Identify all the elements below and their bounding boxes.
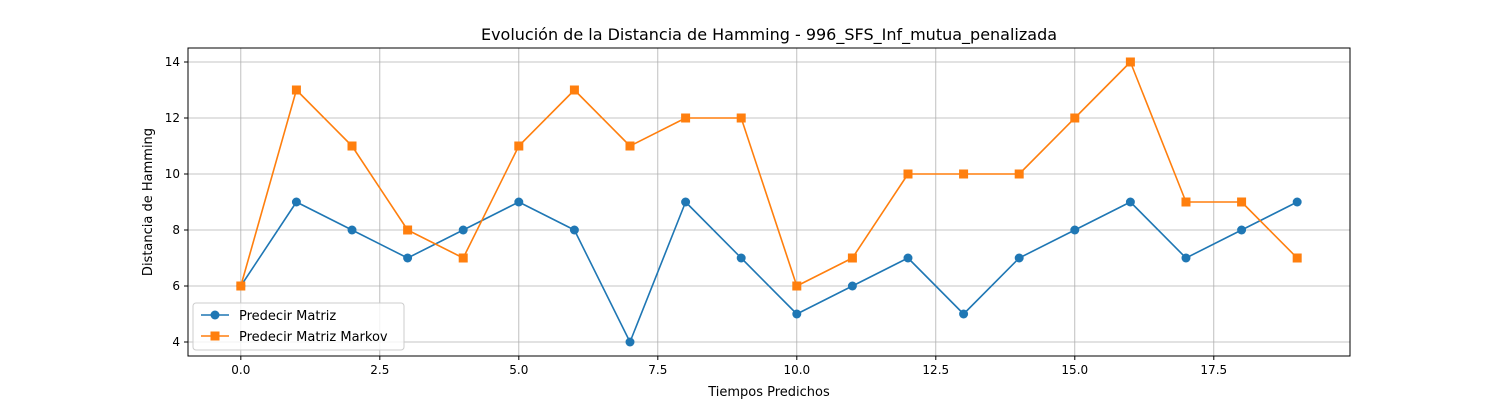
- series-line-predecir-matriz-markov: [240, 61, 1298, 287]
- data-point-predecir-matriz: [681, 197, 691, 207]
- data-point-predecir-matriz-markov: [1292, 253, 1302, 263]
- y-tick-label: 6: [172, 279, 180, 293]
- data-point-predecir-matriz-markov: [1181, 197, 1191, 207]
- y-tick-label: 4: [172, 335, 180, 349]
- y-axis-label: Distancia de Hamming: [141, 128, 156, 276]
- data-point-predecir-matriz-markov: [792, 281, 802, 291]
- legend: Predecir Matriz Predecir Matriz Markov: [192, 302, 405, 351]
- x-tick-label: 15.0: [1061, 363, 1088, 377]
- data-point-predecir-matriz-markov: [236, 281, 246, 291]
- data-point-predecir-matriz-markov: [681, 113, 691, 123]
- x-tick-label: 17.5: [1200, 363, 1227, 377]
- legend-marker-predecir-matriz: [210, 310, 220, 320]
- data-point-predecir-matriz: [1181, 253, 1191, 263]
- data-point-predecir-matriz-markov: [514, 141, 524, 151]
- x-tick-label: 7.5: [648, 363, 667, 377]
- legend-box: [192, 302, 405, 351]
- chart-title: Evolución de la Distancia de Hamming - 9…: [481, 25, 1057, 45]
- x-tick-label: 10.0: [783, 363, 810, 377]
- data-point-predecir-matriz-markov: [1014, 169, 1024, 179]
- data-point-predecir-matriz: [1292, 197, 1302, 207]
- data-point-predecir-matriz: [1125, 197, 1135, 207]
- data-point-predecir-matriz: [569, 225, 579, 235]
- x-tick-label: 5.0: [509, 363, 528, 377]
- x-axis-label: Tiempos Predichos: [707, 385, 830, 400]
- data-point-predecir-matriz: [847, 281, 857, 291]
- y-tick-label: 12: [165, 111, 180, 125]
- data-point-predecir-matriz-markov: [1125, 57, 1135, 67]
- y-tick-label: 14: [165, 55, 180, 69]
- data-point-predecir-matriz-markov: [1237, 197, 1247, 207]
- data-point-predecir-matriz-markov: [458, 253, 468, 263]
- data-point-predecir-matriz: [903, 253, 913, 263]
- data-point-predecir-matriz-markov: [569, 85, 579, 95]
- y-tick-label: 10: [165, 167, 180, 181]
- data-point-predecir-matriz-markov: [903, 169, 913, 179]
- data-point-predecir-matriz: [514, 197, 524, 207]
- data-point-predecir-matriz: [736, 253, 746, 263]
- y-tick-label: 8: [172, 223, 180, 237]
- data-point-predecir-matriz: [959, 309, 969, 319]
- x-tick-label: 2.5: [370, 363, 389, 377]
- data-point-predecir-matriz: [1070, 225, 1080, 235]
- data-point-predecir-matriz-markov: [625, 141, 635, 151]
- data-point-predecir-matriz-markov: [736, 113, 746, 123]
- data-point-predecir-matriz-markov: [959, 169, 969, 179]
- data-point-predecir-matriz-markov: [291, 85, 301, 95]
- series-line-predecir-matriz: [240, 201, 1298, 343]
- data-point-predecir-matriz-markov: [1070, 113, 1080, 123]
- data-point-predecir-matriz: [347, 225, 357, 235]
- data-point-predecir-matriz: [1014, 253, 1024, 263]
- legend-marker-predecir-matriz-markov: [210, 331, 220, 341]
- tick-layer: 0.0 2.5 5.0 7.5 10.0 12.5 15.0 17.5 4 6 8 10 12 14: [165, 55, 1227, 377]
- data-point-predecir-matriz: [458, 225, 468, 235]
- data-point-predecir-matriz: [792, 309, 802, 319]
- x-tick-label: 0.0: [231, 363, 250, 377]
- data-point-predecir-matriz-markov: [403, 225, 413, 235]
- data-point-predecir-matriz: [625, 337, 635, 347]
- data-point-predecir-matriz: [403, 253, 413, 263]
- plot-frame: [187, 47, 1351, 357]
- legend-label-predecir-matriz: Predecir Matriz: [239, 309, 336, 324]
- data-point-predecir-matriz-markov: [847, 253, 857, 263]
- x-tick-label: 12.5: [922, 363, 949, 377]
- data-point-predecir-matriz-markov: [347, 141, 357, 151]
- data-point-predecir-matriz: [1237, 225, 1247, 235]
- series-layer: [236, 57, 1302, 347]
- data-point-predecir-matriz: [291, 197, 301, 207]
- legend-label-predecir-matriz-markov: Predecir Matriz Markov: [239, 330, 388, 345]
